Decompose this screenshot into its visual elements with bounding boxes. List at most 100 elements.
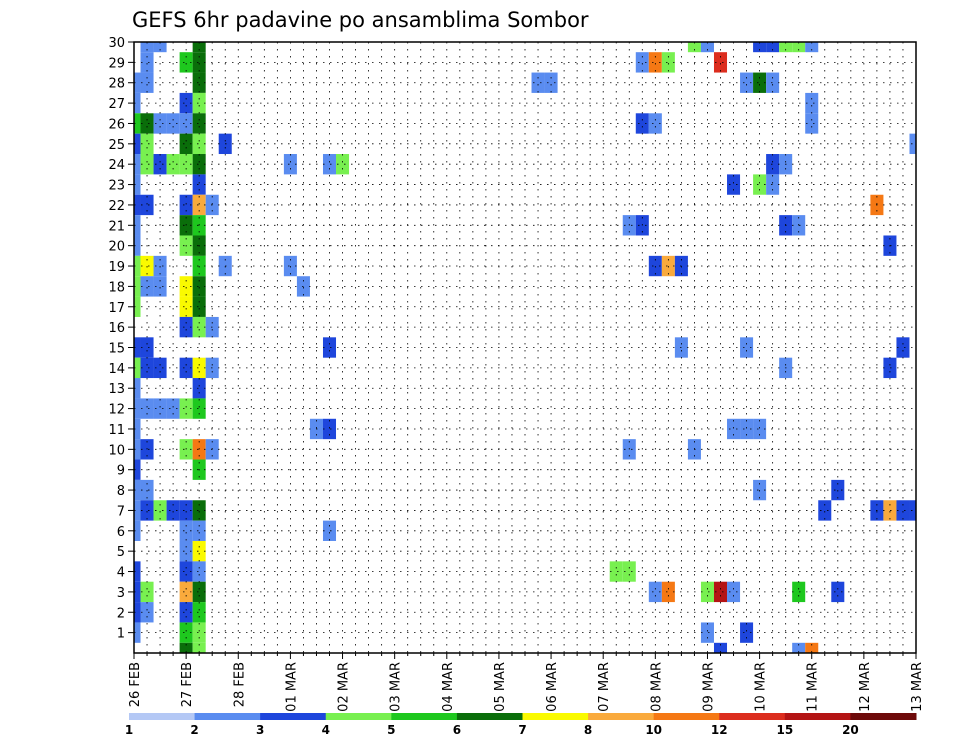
colorbar-label-20: 20: [842, 723, 859, 737]
y-tick-label-6: 6: [117, 525, 125, 540]
cell-100: [322, 337, 337, 358]
cell-40: [179, 133, 193, 155]
y-tick-label-14: 14: [108, 362, 125, 377]
cell-147: [883, 500, 897, 521]
x-tick-label-13: 11 MAR: [806, 662, 821, 712]
y-tick-label-11: 11: [108, 423, 125, 438]
cell-45: [140, 154, 154, 175]
cell-22: [740, 72, 754, 93]
colorbar-swatch-11: [850, 713, 917, 720]
colorbar-label-10: 10: [645, 723, 662, 737]
cell-44: [134, 154, 141, 175]
cell-47: [166, 154, 180, 175]
y-tick-label-28: 28: [108, 77, 125, 92]
cell-59: [766, 174, 780, 195]
cell-9: [805, 42, 819, 53]
cell-162: [140, 581, 154, 603]
cell-95: [179, 316, 193, 338]
cell-14: [648, 52, 662, 73]
x-axis: 26 FEB 27 FEB 28 FEB 01 MAR 02 MAR 03 MAR 04 M…: [128, 653, 925, 712]
y-tick-label-10: 10: [108, 443, 125, 458]
cell-87: [140, 276, 154, 297]
cell-86: [134, 276, 141, 297]
colorbar: 1 2 3 4 5 6 7 8 10 12 15 20: [125, 713, 917, 737]
cell-166: [661, 581, 675, 603]
cell-20: [531, 72, 545, 93]
colorbar-swatch-7: [588, 713, 655, 720]
cell-93: [179, 296, 193, 317]
colorbar-label-4: 4: [322, 723, 330, 737]
y-tick-label-27: 27: [108, 97, 125, 112]
cell-142: [166, 500, 180, 521]
y-tick-label-13: 13: [108, 382, 125, 397]
cell-124: [740, 418, 754, 440]
cell-4: [700, 42, 714, 53]
y-tick-label-18: 18: [108, 280, 125, 295]
cell-117: [166, 398, 180, 419]
colorbar-swatch-1: [194, 713, 261, 720]
y-tick-label-19: 19: [108, 260, 125, 275]
cell-1: [153, 42, 167, 53]
grid-layer: [133, 41, 917, 653]
cell-13: [635, 52, 649, 73]
cell-163: [179, 581, 193, 603]
cell-18: [140, 72, 154, 93]
cell-107: [179, 357, 193, 379]
cell-21: [544, 72, 558, 93]
cell-167: [700, 581, 714, 603]
cell-161: [134, 581, 141, 603]
cell-25: [134, 92, 141, 114]
cell-57: [727, 174, 741, 195]
x-tick-label-10: 08 MAR: [649, 662, 664, 712]
cell-7: [779, 42, 793, 53]
cell-144: [192, 500, 206, 521]
y-tick-label-12: 12: [108, 403, 125, 418]
cell-125: [753, 418, 767, 440]
cell-106: [153, 357, 167, 379]
cell-182: [192, 642, 206, 653]
colorbar-label-15: 15: [776, 723, 793, 737]
cell-26: [179, 92, 193, 114]
y-tick-label-9: 9: [117, 464, 125, 479]
cell-8: [792, 42, 806, 53]
x-tick-label-4: 02 MAR: [337, 662, 352, 712]
cell-160: [622, 561, 636, 582]
y-tick-label-8: 8: [117, 484, 125, 499]
cell-52: [336, 154, 350, 175]
colorbar-swatch-2: [260, 713, 327, 720]
cell-73: [134, 235, 141, 256]
cell-50: [283, 154, 297, 175]
cell-6: [766, 42, 780, 53]
y-tick-label-4: 4: [117, 566, 125, 581]
cell-183: [713, 642, 728, 653]
y-tick-label-1: 1: [117, 627, 125, 642]
chart-title: GEFS 6hr padavine po ansamblima Sombor: [132, 8, 589, 32]
x-tick-label-15: 13 MAR: [910, 662, 925, 712]
cell-92: [134, 296, 141, 317]
y-tick-label-15: 15: [108, 342, 125, 357]
cell-3: [687, 42, 701, 53]
cell-51: [322, 154, 337, 175]
cell-99: [140, 337, 154, 358]
colorbar-swatch-0: [129, 713, 196, 720]
cell-118: [179, 398, 193, 419]
cell-172: [134, 602, 141, 623]
cell-105: [140, 357, 154, 379]
y-tick-label-23: 23: [108, 179, 125, 194]
x-tick-label-14: 12 MAR: [858, 662, 873, 712]
colorbar-swatch-4: [391, 713, 458, 720]
cell-98: [134, 337, 141, 358]
cell-17: [134, 72, 141, 93]
cell-32: [166, 113, 180, 134]
cell-112: [134, 378, 141, 399]
cell-28: [805, 92, 819, 114]
cell-181: [179, 642, 193, 653]
cell-96: [192, 316, 206, 338]
cell-27: [192, 92, 206, 114]
cell-89: [179, 276, 193, 297]
colorbar-label-1: 1: [125, 723, 133, 737]
cell-5: [753, 42, 767, 53]
y-tick-label-17: 17: [108, 301, 125, 316]
colorbar-label-2: 2: [190, 723, 198, 737]
